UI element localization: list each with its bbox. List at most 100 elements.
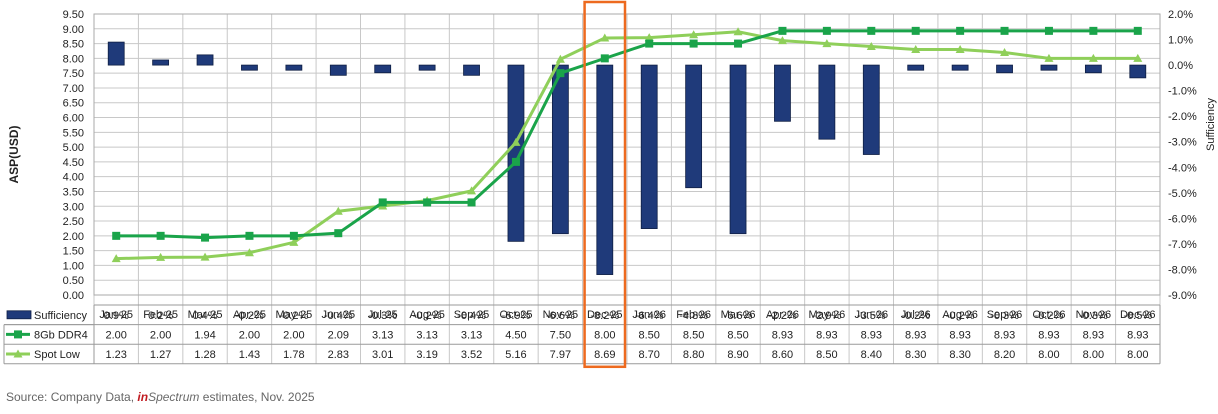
spot-low-point-apr-26 — [777, 36, 787, 45]
data-label-sufficiency-may-25: -0.2% — [280, 310, 309, 322]
data-label-spot-low-aug-26: 8.30 — [949, 349, 970, 361]
category-label-apr-25: Apr-25 — [233, 309, 266, 321]
category-label-nov-26: Nov-26 — [1076, 309, 1111, 321]
spot-low-point-jun-25 — [333, 206, 343, 215]
data-label-sufficiency-apr-25: -0.2% — [235, 310, 264, 322]
legend-marker-spot-low — [13, 349, 23, 358]
category-label-apr-26: Apr-26 — [766, 309, 799, 321]
data-label-8gb-ddr4-apr-25: 2.00 — [239, 329, 260, 341]
y-tick-label: 3.00 — [63, 201, 84, 213]
data-label-spot-low-feb-25: 1.27 — [150, 349, 171, 361]
8gb-ddr4-point-aug-25 — [423, 198, 432, 207]
plot-frame — [93, 13, 1161, 296]
data-label-sufficiency-jun-25: -0.4% — [324, 310, 353, 322]
axes: 0.00 0.50 1.00 1.50 2.00 2.50 3.00 3.50 4.00 4.50… — [7, 9, 1217, 302]
data-label-8gb-ddr4-mar-26: 8.50 — [727, 329, 748, 341]
data-label-sufficiency-oct-25: -6.9% — [502, 310, 531, 322]
data-label-spot-low-dec-26: 8.00 — [1127, 349, 1148, 361]
category-label-jan-25: Jan-25 — [99, 309, 133, 321]
y2-tick-label: -2.0% — [1168, 111, 1197, 123]
8gb-ddr4-point-feb-25 — [156, 231, 165, 240]
y-tick-label: 8.00 — [63, 53, 84, 65]
spot-low-point-apr-25 — [244, 248, 254, 257]
data-label-spot-low-oct-26: 8.00 — [1038, 349, 1059, 361]
8gb-ddr4-point-may-26 — [822, 26, 831, 35]
8gb-ddr4-point-apr-25 — [245, 231, 254, 240]
spot-low-point-sep-26 — [1000, 47, 1010, 56]
spot-low-point-jan-26 — [644, 33, 654, 42]
data-label-spot-low-apr-26: 8.60 — [772, 349, 793, 361]
data-label-spot-low-jul-25: 3.01 — [372, 349, 393, 361]
data-label-8gb-ddr4-may-25: 2.00 — [283, 329, 304, 341]
data-label-sufficiency-jun-26: -3.5% — [857, 310, 886, 322]
spot-low-point-feb-25 — [156, 252, 166, 261]
data-label-spot-low-jan-25: 1.23 — [105, 349, 126, 361]
data-table: Jan-25 Feb-25 Mar-25 Apr-25 May-25 Jun-25 Jul-… — [3, 304, 1161, 365]
data-label-sufficiency-jul-25: -0.3% — [368, 310, 397, 322]
spot-low-point-mar-25 — [200, 252, 210, 261]
legend-key-sufficiency — [6, 310, 32, 320]
data-label-8gb-ddr4-nov-26: 8.93 — [1083, 329, 1104, 341]
data-label-8gb-ddr4-mar-25: 1.94 — [194, 329, 215, 341]
asp-sufficiency-chart: 0.00 0.50 1.00 1.50 2.00 2.50 3.00 3.50 4.00 4.50… — [3, 0, 1217, 369]
y-tick-label: 8.50 — [63, 39, 84, 51]
8gb-ddr4-point-jul-25 — [378, 198, 387, 207]
sufficiency-bar-mar-26 — [729, 64, 747, 235]
data-label-sufficiency-dec-25: -8.2% — [590, 310, 619, 322]
data-label-spot-low-nov-25: 7.97 — [550, 349, 571, 361]
category-label-dec-25: Dec-25 — [587, 309, 622, 321]
sufficiency-bar-dec-25 — [596, 64, 614, 275]
spot-low-point-oct-25 — [511, 137, 521, 146]
spot-low-point-dec-26 — [1133, 53, 1143, 62]
category-label-jan-26: Jan-26 — [632, 309, 666, 321]
sufficiency-bar-jun-26 — [862, 64, 880, 155]
data-label-sufficiency-nov-25: -6.6% — [546, 310, 575, 322]
data-label-8gb-ddr4-dec-26: 8.93 — [1127, 329, 1148, 341]
data-label-sufficiency-jan-25: 0.9% — [104, 310, 129, 322]
data-label-spot-low-sep-25: 3.52 — [461, 349, 482, 361]
category-label-oct-26: Oct-26 — [1032, 309, 1065, 321]
sufficiency-bar-nov-25 — [551, 64, 569, 235]
8gb-ddr4-point-aug-26 — [956, 26, 965, 35]
y2-tick-label: -9.0% — [1168, 290, 1197, 302]
sufficiency-bar-jun-25 — [329, 64, 347, 76]
y-tick-label: 7.50 — [63, 68, 84, 80]
category-label-aug-26: Aug-26 — [942, 309, 977, 321]
sufficiency-bar-oct-26 — [1040, 64, 1058, 71]
sufficiency-bar-feb-25 — [152, 59, 170, 66]
data-label-spot-low-apr-25: 1.43 — [239, 349, 260, 361]
sufficiency-bar-jul-26 — [907, 64, 925, 71]
data-label-sufficiency-mar-25: 0.4% — [193, 310, 218, 322]
y-tick-label: 9.00 — [63, 24, 84, 36]
data-label-8gb-ddr4-aug-25: 3.13 — [416, 329, 437, 341]
y-tick-label: 5.00 — [63, 142, 84, 154]
data-label-sufficiency-oct-26: -0.2% — [1035, 310, 1064, 322]
data-label-sufficiency-jan-26: -6.4% — [635, 310, 664, 322]
spot-low-point-may-25 — [289, 237, 299, 246]
category-label-feb-25: Feb-25 — [143, 309, 178, 321]
spot-low-point-sep-25 — [467, 186, 477, 195]
data-label-8gb-ddr4-nov-25: 7.50 — [550, 329, 571, 341]
y2-axis-title: Sufficiency — [1205, 98, 1217, 151]
data-label-spot-low-jul-26: 8.30 — [905, 349, 926, 361]
8gb-ddr4-point-nov-25 — [556, 69, 565, 78]
data-label-8gb-ddr4-jun-25: 2.09 — [328, 329, 349, 341]
category-label-may-26: May-26 — [809, 309, 846, 321]
spot-low-point-mar-26 — [733, 27, 743, 36]
data-label-spot-low-dec-25: 8.69 — [594, 349, 615, 361]
sufficiency-bar-apr-26 — [774, 64, 791, 122]
y-tick-label: 3.50 — [63, 186, 84, 198]
sufficiency-bar-sep-26 — [996, 64, 1013, 74]
legend-label-sufficiency: Sufficiency — [34, 310, 87, 322]
8gb-ddr4-point-may-25 — [289, 231, 298, 240]
8gb-ddr4-point-mar-26 — [734, 39, 743, 48]
sufficiency-bar-feb-26 — [685, 64, 703, 189]
y-tick-label: 9.50 — [63, 9, 84, 21]
y-tick-label: 2.50 — [63, 216, 84, 228]
sufficiency-bar-mar-25 — [196, 54, 214, 66]
data-label-spot-low-jun-25: 2.83 — [328, 349, 349, 361]
y-tick-label: 1.50 — [63, 246, 84, 258]
price-lines — [111, 26, 1143, 263]
8gb-ddr4-line — [116, 29, 1138, 240]
spot-low-point-jul-26 — [911, 44, 921, 53]
